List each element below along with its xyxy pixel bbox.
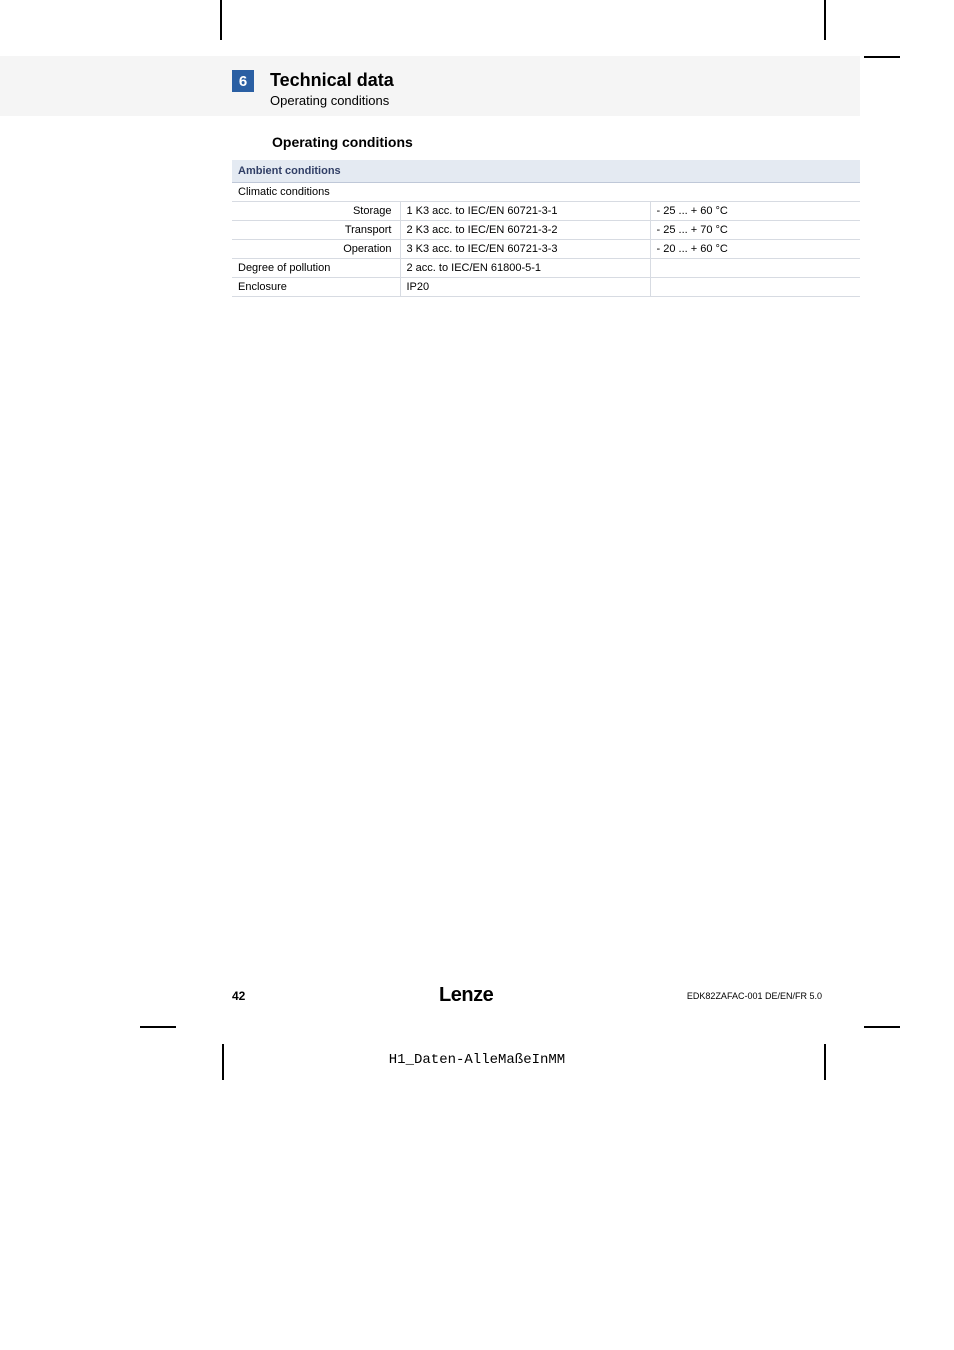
row-label: Operation — [232, 240, 400, 259]
group-label: Climatic conditions — [232, 183, 860, 202]
crop-mark — [864, 1026, 900, 1028]
section-number-box: 6 — [232, 70, 254, 92]
table-row: Transport 2 K3 acc. to IEC/EN 60721-3-2 … — [232, 221, 860, 240]
page-content: 6 Technical data Operating conditions Op… — [180, 56, 860, 297]
document-id: EDK82ZAFAC-001 DE/EN/FR 5.0 — [687, 991, 822, 1001]
page-footer: 42 Lenze EDK82ZAFAC-001 DE/EN/FR 5.0 — [232, 984, 822, 1007]
crop-mark — [220, 0, 222, 40]
ambient-conditions-table: Ambient conditions Climatic conditions S… — [232, 160, 860, 297]
row-spec: 2 acc. to IEC/EN 61800-5-1 — [400, 259, 650, 278]
row-range: - 20 ... + 60 °C — [650, 240, 860, 259]
row-range: - 25 ... + 60 °C — [650, 202, 860, 221]
row-spec: 2 K3 acc. to IEC/EN 60721-3-2 — [400, 221, 650, 240]
crop-mark — [140, 1026, 176, 1028]
sub-heading: Operating conditions — [272, 134, 860, 150]
section-title: Technical data — [270, 70, 394, 91]
crop-mark — [824, 0, 826, 40]
row-range — [650, 278, 860, 297]
crop-mark — [864, 56, 900, 58]
table-header-row: Ambient conditions — [232, 160, 860, 183]
row-range — [650, 259, 860, 278]
brand-logo: Lenze — [439, 984, 493, 1007]
row-spec: IP20 — [400, 278, 650, 297]
table-row: Storage 1 K3 acc. to IEC/EN 60721-3-1 - … — [232, 202, 860, 221]
table-row: Enclosure IP20 — [232, 278, 860, 297]
row-label: Degree of pollution — [232, 259, 400, 278]
page-number: 42 — [232, 989, 245, 1003]
row-range: - 25 ... + 70 °C — [650, 221, 860, 240]
row-label: Storage — [232, 202, 400, 221]
table-row: Degree of pollution 2 acc. to IEC/EN 618… — [232, 259, 860, 278]
table-row: Climatic conditions — [232, 183, 860, 202]
row-spec: 1 K3 acc. to IEC/EN 60721-3-1 — [400, 202, 650, 221]
row-label: Transport — [232, 221, 400, 240]
section-subtitle: Operating conditions — [270, 93, 394, 108]
section-number: 6 — [239, 73, 247, 90]
row-spec: 3 K3 acc. to IEC/EN 60721-3-3 — [400, 240, 650, 259]
table-header-cell: Ambient conditions — [232, 160, 860, 183]
table-row: Operation 3 K3 acc. to IEC/EN 60721-3-3 … — [232, 240, 860, 259]
section-header-band: 6 Technical data Operating conditions — [0, 56, 860, 116]
bottom-note: H1_Daten-AlleMaßeInMM — [0, 1052, 954, 1068]
row-label: Enclosure — [232, 278, 400, 297]
